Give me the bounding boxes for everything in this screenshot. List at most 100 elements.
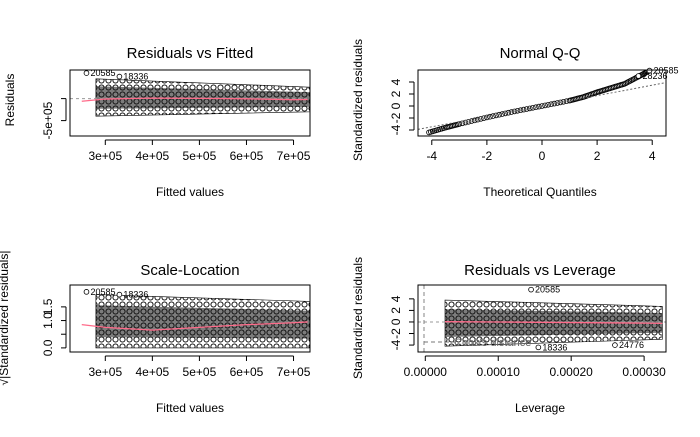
- residuals-vs-leverage-xtick-label: 0.00030: [622, 365, 666, 379]
- residuals-vs-leverage-smooth-line: [444, 321, 663, 325]
- qq-point: [502, 110, 509, 117]
- qq-point: [474, 116, 481, 123]
- residuals-vs-fitted-ylabel: Residuals: [3, 74, 17, 127]
- qq-point: [487, 113, 493, 120]
- residuals-vs-leverage-ytick-label: -4: [389, 339, 403, 350]
- residuals-vs-leverage-ytick-label: 0: [389, 318, 403, 325]
- residuals-vs-fitted-xtick-label: 6e+05: [230, 149, 264, 163]
- normal-qq-xtick-label: -2: [482, 149, 493, 163]
- outlier-point-18336: [116, 291, 123, 298]
- residuals-vs-fitted-xlabel: Fitted values: [156, 185, 224, 199]
- qq-point: [456, 121, 463, 127]
- normal-qq-xtick-label: -4: [426, 149, 437, 163]
- scale-location-ylabel: √|Standardized residuals|: [0, 251, 11, 386]
- residuals-vs-leverage-ytick-label: 2: [389, 307, 403, 314]
- residuals-vs-fitted-xtick-label: 3e+05: [88, 149, 122, 163]
- residuals-vs-fitted-xtick-label: 5e+05: [183, 149, 217, 163]
- residuals-vs-fitted-xtick-label: 4e+05: [136, 149, 170, 163]
- outlier-point-20585: [83, 70, 90, 76]
- qq-point: [557, 99, 564, 106]
- residuals-vs-fitted-smooth-line: [81, 97, 308, 102]
- normal-qq-xlabel: Theoretical Quantiles: [483, 185, 596, 199]
- residuals-vs-leverage-point-cloud-core: [444, 309, 663, 337]
- qq-point: [484, 114, 490, 121]
- residuals-vs-leverage-ylabel: Standardized residuals: [351, 257, 365, 379]
- qq-point: [511, 108, 518, 115]
- scale-location-xtick-label: 7e+05: [277, 365, 311, 379]
- residuals-vs-fitted-point-cloud-core: [95, 86, 310, 109]
- residuals-vs-leverage-title: Residuals vs Leverage: [464, 262, 616, 279]
- outlier-label-20585: 20585: [90, 287, 115, 297]
- qq-point: [481, 115, 487, 121]
- cooks-distance-label: Cook's distance: [454, 337, 531, 349]
- outlier-label-20585: 20585: [535, 285, 560, 295]
- scale-location-xlabel: Fitted values: [156, 401, 224, 415]
- normal-qq-xtick-label: 4: [649, 149, 656, 163]
- outlier-label-18336: 18336: [123, 290, 148, 300]
- scale-location-xtick-label: 4e+05: [136, 365, 170, 379]
- residuals-vs-fitted-ytick-label: -5e+05: [41, 101, 55, 139]
- qq-point: [465, 119, 472, 125]
- normal-qq-reference-line: [418, 82, 666, 130]
- outlier-point-20585: [83, 289, 90, 295]
- scale-location-frame: [69, 284, 311, 353]
- outlier-label-18336: 18336: [123, 72, 148, 82]
- qq-point: [499, 111, 505, 117]
- qq-point: [545, 102, 551, 108]
- outlier-point-18336: [116, 73, 123, 80]
- normal-qq-xtick-label: 2: [594, 149, 601, 163]
- outlier-label-24776: 24776: [619, 340, 644, 350]
- scale-location-title: Scale-Location: [140, 262, 239, 279]
- scale-location-xtick-label: 5e+05: [183, 365, 217, 379]
- normal-qq-title: Normal Q-Q: [500, 45, 581, 62]
- normal-qq-ytick-label: 0: [389, 102, 403, 109]
- normal-qq-ytick-label: 4: [389, 78, 403, 85]
- qq-point: [477, 116, 484, 122]
- qq-point: [526, 105, 533, 112]
- outlier-point-20585: [646, 67, 653, 74]
- scale-location-plot-region: [81, 294, 310, 349]
- qq-point: [514, 108, 521, 114]
- normal-qq-panel: Normal Q-Q Theoretical Quantiles Standar…: [351, 39, 678, 199]
- residuals-vs-leverage-xtick-label: 0.00020: [549, 365, 593, 379]
- normal-qq-plot-region: [418, 70, 666, 136]
- scale-location-point-cloud-core: [95, 305, 310, 339]
- normal-qq-ytick-label: 2: [389, 90, 403, 97]
- scale-location-xtick-label: 3e+05: [88, 365, 122, 379]
- scale-location-ytick-label: 0.0: [41, 339, 55, 356]
- outlier-label-18336: 18336: [542, 342, 567, 352]
- qq-point: [542, 102, 548, 109]
- outlier-point-20585: [528, 286, 534, 293]
- residuals-vs-leverage-xtick-label: 0.00010: [477, 365, 521, 379]
- scale-location-smooth-line: [81, 321, 308, 331]
- residuals-vs-leverage-xtick-label: 0.00000: [404, 365, 448, 379]
- qq-point: [471, 117, 478, 124]
- residuals-vs-leverage-panel: Residuals vs Leverage Leverage Standardi…: [351, 257, 667, 415]
- normal-qq-ytick-label: -4: [389, 124, 403, 135]
- residuals-vs-leverage-xlabel: Leverage: [515, 401, 565, 415]
- residuals-vs-fitted-xtick-label: 7e+05: [277, 149, 311, 163]
- residuals-vs-leverage-frame: [417, 284, 667, 353]
- outlier-point-28236: [635, 73, 642, 79]
- outlier-point-18336: [535, 344, 542, 351]
- qq-point: [530, 105, 536, 111]
- residuals-vs-leverage-ytick-label: 4: [389, 295, 403, 302]
- residuals-vs-fitted-frame: [69, 69, 311, 137]
- normal-qq-ylabel: Standardized residuals: [351, 39, 365, 161]
- normal-qq-xtick-label: 0: [539, 149, 546, 163]
- residuals-vs-fitted-panel: Residuals vs Fitted Fitted values Residu…: [3, 45, 311, 199]
- residuals-vs-fitted-plot-region: [70, 78, 310, 117]
- scale-location-panel: Scale-Location Fitted values √|Standardi…: [0, 251, 311, 415]
- qq-point: [468, 118, 475, 124]
- residuals-vs-fitted-title: Residuals vs Fitted: [127, 45, 254, 62]
- scale-location-ytick-label: 1.0: [41, 312, 55, 329]
- normal-qq-ytick-label: -2: [389, 112, 403, 123]
- scale-location-xtick-label: 6e+05: [230, 365, 264, 379]
- outlier-label-28236: 28236: [642, 71, 667, 81]
- qq-point: [560, 99, 567, 105]
- outlier-label-20585: 20585: [90, 68, 115, 78]
- residuals-vs-leverage-ytick-label: -2: [389, 328, 403, 339]
- normal-qq-frame: [417, 69, 667, 137]
